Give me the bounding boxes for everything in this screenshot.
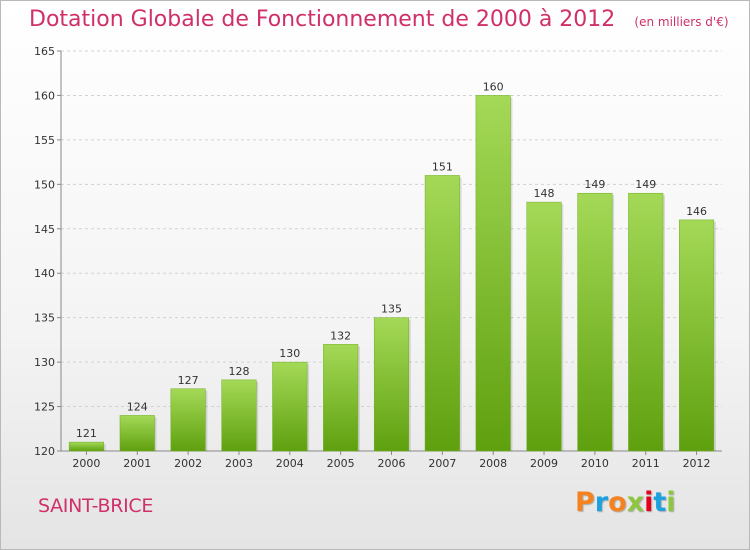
- bar-value-label: 149: [584, 178, 605, 191]
- bar-value-label: 149: [635, 178, 656, 191]
- bar-2008[interactable]: [475, 95, 511, 452]
- x-tick-label: 2000: [72, 457, 100, 470]
- logo-letter: P: [575, 487, 595, 518]
- bar-value-label: 121: [76, 427, 97, 440]
- x-tick-label: 2005: [327, 457, 355, 470]
- bar-2001[interactable]: [119, 415, 155, 452]
- y-tick-label: 120: [34, 445, 55, 458]
- logo-letter: o: [608, 487, 627, 518]
- x-tick-label: 2010: [581, 457, 609, 470]
- y-tick-label: 125: [34, 401, 55, 414]
- bar-2011[interactable]: [628, 192, 664, 452]
- y-tick-label: 145: [34, 223, 55, 236]
- logo-letter: r: [594, 487, 609, 518]
- bar-2003[interactable]: [221, 379, 257, 452]
- bar-value-label: 124: [127, 400, 148, 413]
- logo-letter: x: [626, 487, 645, 518]
- x-tick-label: 2011: [632, 457, 660, 470]
- bar-value-label: 128: [228, 365, 249, 378]
- bar-value-label: 135: [381, 303, 402, 316]
- chart-title-text: Dotation Globale de Fonctionnement de 20…: [29, 7, 616, 32]
- logo-letter: i: [644, 487, 654, 518]
- y-tick-label: 165: [34, 45, 55, 58]
- bar-value-label: 130: [279, 347, 300, 360]
- commune-name: SAINT-BRICE: [38, 495, 154, 517]
- chart-title: Dotation Globale de Fonctionnement de 20…: [29, 7, 729, 32]
- x-tick-label: 2003: [225, 457, 253, 470]
- x-tick-label: 2008: [479, 457, 507, 470]
- bar-2005[interactable]: [323, 344, 359, 452]
- bar-2009[interactable]: [526, 201, 562, 452]
- bar-2000[interactable]: [68, 441, 104, 452]
- bar-value-label: 146: [686, 205, 707, 218]
- bar-2012[interactable]: [679, 219, 715, 452]
- bar-value-label: 151: [432, 160, 453, 173]
- y-tick-label: 140: [34, 267, 55, 280]
- x-tick-label: 2001: [123, 457, 151, 470]
- x-tick-label: 2012: [683, 457, 711, 470]
- y-tick-label: 130: [34, 356, 55, 369]
- bar-value-label: 127: [178, 374, 199, 387]
- bar-2004[interactable]: [272, 361, 308, 452]
- bar-value-label: 132: [330, 329, 351, 342]
- bar-2010[interactable]: [577, 192, 613, 452]
- proxiti-logo[interactable]: Proxiti: [575, 487, 676, 518]
- chart-unit: (en milliers d'€): [634, 15, 729, 29]
- logo-letter: t: [653, 487, 667, 518]
- y-tick-label: 160: [34, 89, 55, 102]
- x-tick-label: 2002: [174, 457, 202, 470]
- bar-2007[interactable]: [424, 175, 460, 452]
- x-tick-label: 2009: [530, 457, 558, 470]
- y-tick-label: 155: [34, 134, 55, 147]
- y-tick-label: 150: [34, 178, 55, 191]
- bar-2006[interactable]: [373, 317, 410, 452]
- x-tick-label: 2007: [428, 457, 456, 470]
- bar-value-label: 160: [483, 80, 504, 93]
- bar-2002[interactable]: [170, 388, 206, 452]
- x-tick-label: 2006: [378, 457, 406, 470]
- y-tick-label: 135: [34, 312, 55, 325]
- logo-letter: i: [666, 487, 676, 518]
- bar-value-label: 148: [534, 187, 555, 200]
- x-tick-label: 2004: [276, 457, 304, 470]
